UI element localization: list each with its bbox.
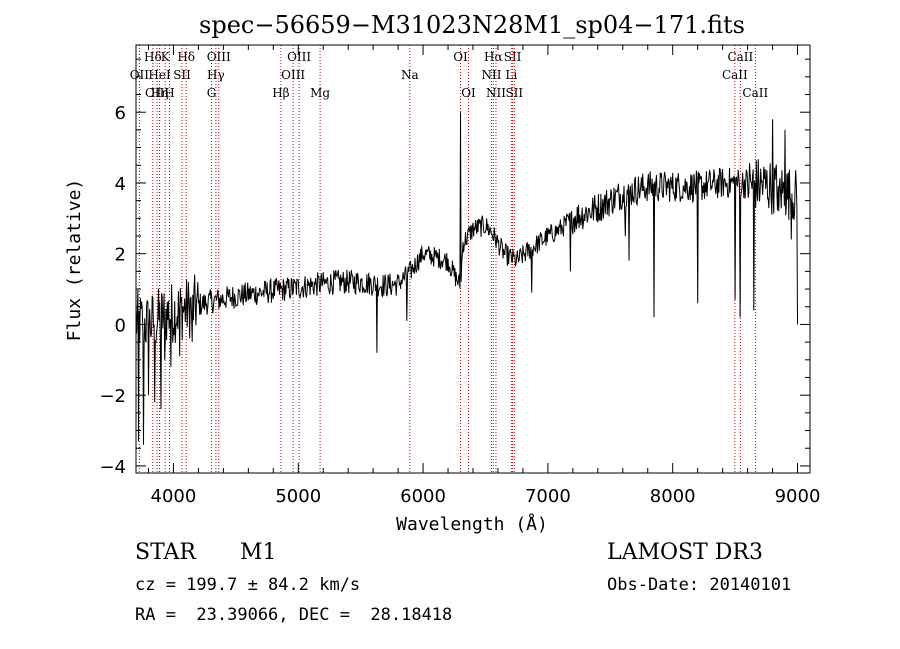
line-marker-label: CaII xyxy=(742,86,768,100)
line-marker-label: Hη xyxy=(151,86,169,100)
line-marker-label: OII xyxy=(130,68,150,82)
redshift-cz: cz = 199.7 ± 84.2 km/s xyxy=(135,575,361,595)
line-marker-label: Hα xyxy=(484,50,503,64)
line-marker-label: OIII xyxy=(145,86,169,100)
line-marker-label: OI xyxy=(453,50,468,64)
line-marker-label: SII xyxy=(504,50,522,64)
line-marker-label: Na xyxy=(401,68,419,82)
y-tick-label: 0 xyxy=(115,315,126,336)
line-marker-label: Li xyxy=(505,68,517,82)
chart-title: spec−56659−M31023N28M1_sp04−171.fits xyxy=(199,11,745,39)
y-tick-label: 2 xyxy=(115,245,126,266)
y-tick-label: 4 xyxy=(115,174,126,195)
line-marker-label: K xyxy=(161,50,171,64)
x-tick-label: 6000 xyxy=(400,486,446,507)
line-marker-label: Hβ xyxy=(272,86,289,100)
obs-date: Obs-Date: 20140101 xyxy=(607,575,792,595)
line-marker-label: Mg xyxy=(310,86,330,100)
survey-name: LAMOST DR3 xyxy=(607,540,763,565)
x-tick-label: 7000 xyxy=(525,486,571,507)
line-marker-label: CaII xyxy=(727,50,753,64)
line-marker-label: H xyxy=(164,86,174,100)
axis-ticks: 4000 5000 6000 7000 8000 9000 −4 −2 0 2 4 6 xyxy=(99,45,820,507)
x-axis-label: Wavelength (Å) xyxy=(396,513,548,535)
line-marker-label: Hγ xyxy=(207,68,225,82)
line-marker-label: G xyxy=(207,86,217,100)
line-marker-label: OIII xyxy=(207,50,231,64)
y-axis-label: Flux (relative) xyxy=(64,179,85,342)
plot-frame xyxy=(135,44,811,474)
x-tick-label: 5000 xyxy=(275,486,321,507)
ra-dec: RA = 23.39066, DEC = 28.18418 xyxy=(135,605,453,625)
line-marker-label: OI xyxy=(461,86,476,100)
y-tick-label: 6 xyxy=(115,103,126,124)
line-marker-label: CaII xyxy=(722,68,748,82)
line-marker-label: OIII xyxy=(287,50,311,64)
x-tick-label: 4000 xyxy=(151,486,197,507)
line-marker-label: Hδ xyxy=(144,50,162,64)
x-tick-label: 9000 xyxy=(775,486,821,507)
line-marker-label: Hδ xyxy=(177,50,195,64)
line-marker-label: NII xyxy=(481,68,501,82)
line-marker-label: SII xyxy=(505,86,523,100)
line-marker-label: NII xyxy=(486,86,506,100)
line-marker-label: SII xyxy=(173,68,191,82)
y-tick-label: −4 xyxy=(99,457,126,478)
y-tick-label: −2 xyxy=(99,386,126,407)
line-marker-label: OIII xyxy=(281,68,305,82)
spectrum-line xyxy=(135,112,798,445)
x-tick-label: 8000 xyxy=(650,486,696,507)
object-class: STAR xyxy=(135,540,196,565)
object-subclass: M1 xyxy=(240,540,277,565)
spectrum-trace xyxy=(135,112,798,445)
